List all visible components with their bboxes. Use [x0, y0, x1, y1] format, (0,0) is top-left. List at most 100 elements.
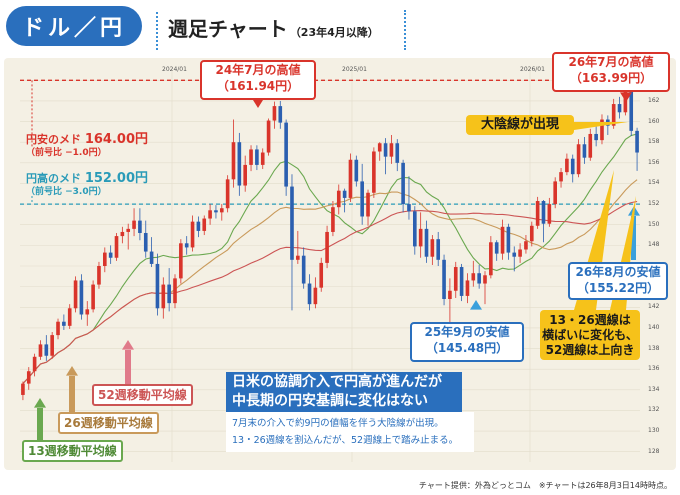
candle-body-67 — [412, 211, 417, 247]
candle-body-78 — [477, 273, 481, 284]
callout-2026-aug-low-value: （155.22円） — [576, 281, 660, 295]
candle-body-6 — [56, 321, 60, 336]
candle-body-41 — [260, 152, 265, 165]
ref-weak-yen-title: 円安のメド — [26, 133, 81, 146]
headline-box: 日米の協調介入で円高が進んだが 中長期の円安基調に変化はない — [226, 372, 462, 412]
candle-body-0 — [21, 383, 25, 395]
candle-body-40 — [255, 149, 259, 165]
candle-body-62 — [383, 143, 388, 157]
candle-body-14 — [102, 252, 107, 266]
candle-body-101 — [611, 104, 616, 126]
callout-big-bear-candle: 大陰線が出現 — [466, 115, 574, 135]
candle-body-48 — [301, 255, 306, 284]
candle-body-84 — [512, 252, 517, 257]
callout-2025-sep-low: 25年9月の安値 （145.48円） — [410, 322, 524, 362]
callout-2026-aug-low-title: 26年8月の安値 — [575, 265, 661, 279]
candle-body-10 — [79, 280, 84, 315]
candle-body-79 — [483, 275, 487, 284]
callout-2024-jul-high: 24年7月の高値 （161.94円） — [200, 60, 316, 100]
y-tick-label-18: 128 — [648, 447, 660, 455]
candle-body-11 — [85, 309, 90, 315]
candle-body-45 — [284, 122, 288, 187]
candle-body-27 — [179, 243, 183, 279]
pointer-ma26 — [66, 366, 78, 376]
candle-body-42 — [266, 120, 271, 153]
candle-body-24 — [161, 284, 166, 309]
candle-body-46 — [290, 186, 294, 260]
candle-body-19 — [132, 220, 136, 229]
candle-body-77 — [471, 273, 476, 281]
candle-body-94 — [570, 158, 575, 175]
candle-body-57 — [354, 159, 359, 182]
ma52-tag: 52週移動平均線 — [92, 384, 193, 406]
candle-body-5 — [50, 335, 54, 356]
candle-body-59 — [366, 192, 370, 217]
callout-ma-trend-line1: 13・26週線は — [549, 313, 631, 327]
candle-body-71 — [436, 239, 441, 260]
callout-2025-sep-low-title: 25年9月の安値 — [424, 325, 510, 339]
y-tick-label-1: 162 — [648, 96, 660, 104]
callout-2026-aug-low: 26年8月の安値 （155.22円） — [568, 262, 668, 300]
candle-body-92 — [559, 172, 563, 182]
headline-line2: 中長期の円安基調に変化はない — [232, 393, 428, 409]
candle-body-104 — [629, 87, 634, 131]
y-tick-label-8: 148 — [648, 241, 660, 249]
candle-body-18 — [126, 228, 131, 232]
candle-body-32 — [208, 210, 212, 219]
pointer-2026-aug-low-stem — [631, 216, 636, 260]
candle-body-90 — [547, 204, 552, 224]
pointer-ma52 — [122, 340, 134, 350]
candle-body-75 — [459, 267, 464, 296]
x-tick-label-1: 2025/01 — [342, 66, 367, 73]
body-line1: 7月末の介入で約9円の値幅を伴う大陰線が出現。 — [232, 418, 444, 429]
candle-body-74 — [453, 267, 458, 291]
callout-2026-jul-high-title: 26年7月の高値 — [568, 55, 654, 69]
body-box: 7月末の介入で約9円の値幅を伴う大陰線が出現。 13・26週線を割込んだが、52… — [226, 412, 474, 452]
y-tick-label-12: 140 — [648, 323, 660, 331]
candle-body-2 — [32, 356, 37, 372]
source-note: チャート提供：外為どっとコム ※チャートは26年8月3日14時時点。 — [418, 481, 672, 490]
candle-body-4 — [44, 344, 49, 356]
y-tick-label-16: 132 — [648, 406, 660, 414]
pointer-ma13 — [34, 398, 46, 408]
candle-body-33 — [214, 210, 218, 213]
y-tick-label-5: 154 — [648, 179, 660, 187]
pointer-ma26-stem — [69, 376, 75, 412]
y-tick-label-13: 138 — [648, 344, 660, 352]
y-tick-label-7: 150 — [648, 220, 660, 228]
candle-body-60 — [372, 151, 376, 193]
candle-body-98 — [594, 133, 598, 141]
candle-body-47 — [296, 255, 300, 260]
candle-body-95 — [576, 144, 581, 175]
candle-body-73 — [448, 290, 452, 300]
ma26-tag: 26週移動平均線 — [58, 412, 159, 434]
callout-2026-jul-high: 26年7月の高値 （163.99円） — [552, 52, 670, 92]
ref-strong-yen-change: （前号比 −3.0円） — [26, 187, 107, 197]
candle-body-30 — [196, 221, 201, 231]
y-tick-label-17: 130 — [648, 427, 660, 435]
candle-body-29 — [190, 221, 195, 248]
candle-body-20 — [138, 220, 142, 233]
candle-body-22 — [149, 251, 154, 264]
candle-body-91 — [553, 181, 558, 205]
pointer-ma13-stem — [37, 408, 43, 440]
callout-ma-trend: 13・26週線は 横ばいに変化も、 52週線は上向き — [540, 310, 640, 360]
candle-body-81 — [494, 242, 499, 254]
candle-body-51 — [319, 262, 324, 288]
candle-body-7 — [62, 321, 66, 326]
y-tick-label-15: 134 — [648, 385, 660, 393]
candle-body-76 — [465, 280, 470, 296]
callout-ma-trend-line3: 52週線は上向き — [545, 343, 635, 357]
pointer-2026-jul-high — [620, 92, 632, 102]
candle-body-39 — [249, 149, 253, 165]
candle-body-82 — [500, 226, 505, 254]
title-block: 週足チャート （23年4月以降） — [156, 12, 408, 50]
candle-body-55 — [342, 190, 347, 198]
callout-2026-jul-high-value: （163.99円） — [569, 71, 653, 85]
ref-weak-yen-value: 164.00円 — [84, 132, 149, 147]
body-line2: 13・26週線を割込んだが、52週線上で踏み止まる。 — [232, 435, 459, 446]
callout-2025-sep-low-value: （145.48円） — [425, 341, 509, 355]
candle-body-37 — [237, 142, 242, 186]
